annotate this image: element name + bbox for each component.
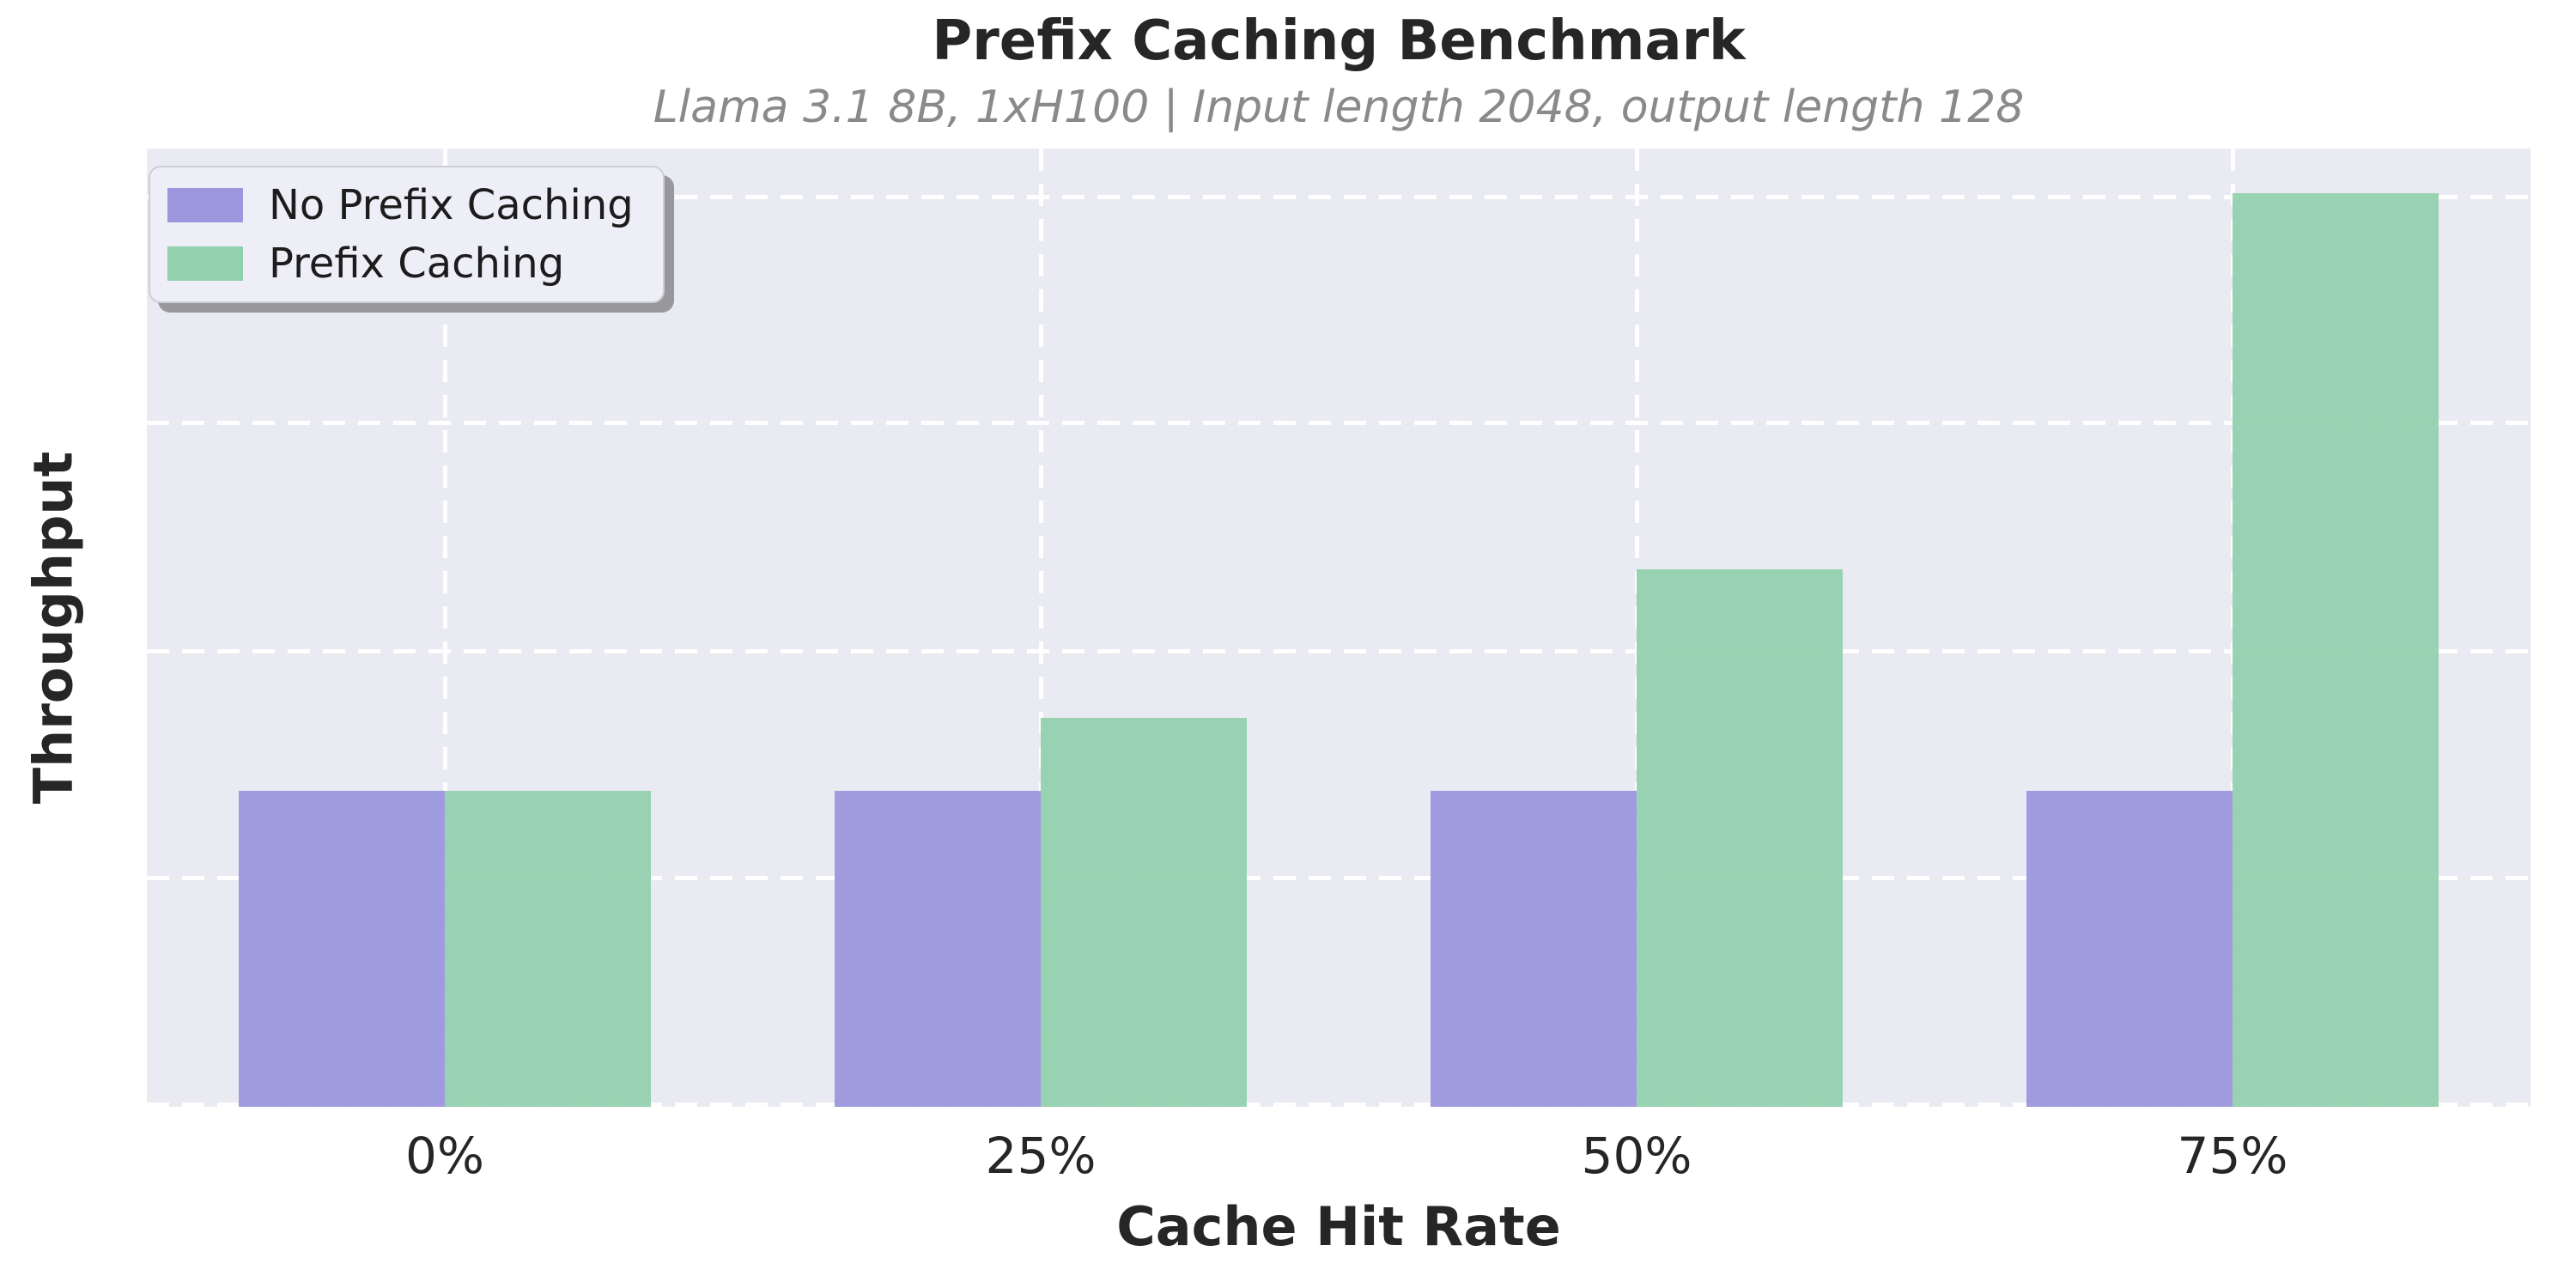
legend-label-prefix-caching: Prefix Caching [269,240,565,288]
legend-swatch-prefix-caching [167,246,243,281]
x-tick-label-50: 50% [1581,1127,1692,1185]
chart-title: Prefix Caching Benchmark [932,9,1746,73]
bar-no-prefix-caching-75 [2026,791,2233,1107]
chart-subtitle: Llama 3.1 8B, 1xH100 | Input length 2048… [653,81,2025,133]
plot-area: No Prefix Caching Prefix Caching [147,149,2530,1107]
x-tick-label-0: 0% [404,1127,485,1185]
x-axis-label: Cache Hit Rate [1116,1195,1561,1258]
title-block: Prefix Caching Benchmark Llama 3.1 8B, 1… [147,9,2530,134]
bar-prefix-caching-25 [1041,718,1247,1107]
bar-prefix-caching-50 [1637,569,1843,1107]
x-tick-label-75: 75% [2177,1127,2288,1185]
gridline-h-1 [147,421,2530,425]
gridline-h-4 [147,1103,2530,1107]
y-axis-label: Throughput [21,451,85,805]
bar-no-prefix-caching-0 [239,791,445,1107]
legend-item-prefix-caching: Prefix Caching [167,243,634,284]
x-axis-ticks: 0% 25% 50% 75% [147,1127,2530,1195]
x-tick-label-25: 25% [985,1127,1097,1185]
gridline-v-25 [1039,149,1043,1107]
legend-swatch-no-prefix-caching [167,188,243,222]
legend-label-no-prefix-caching: No Prefix Caching [269,181,634,229]
gridline-v-0 [443,149,447,1107]
bar-no-prefix-caching-50 [1431,791,1637,1107]
gridline-h-0 [147,195,2530,199]
legend: No Prefix Caching Prefix Caching [149,166,665,303]
bar-prefix-caching-75 [2233,193,2439,1107]
legend-item-no-prefix-caching: No Prefix Caching [167,185,634,226]
bar-prefix-caching-0 [445,791,651,1107]
gridline-h-2 [147,649,2530,653]
bar-no-prefix-caching-25 [835,791,1041,1107]
gridline-h-3 [147,876,2530,880]
